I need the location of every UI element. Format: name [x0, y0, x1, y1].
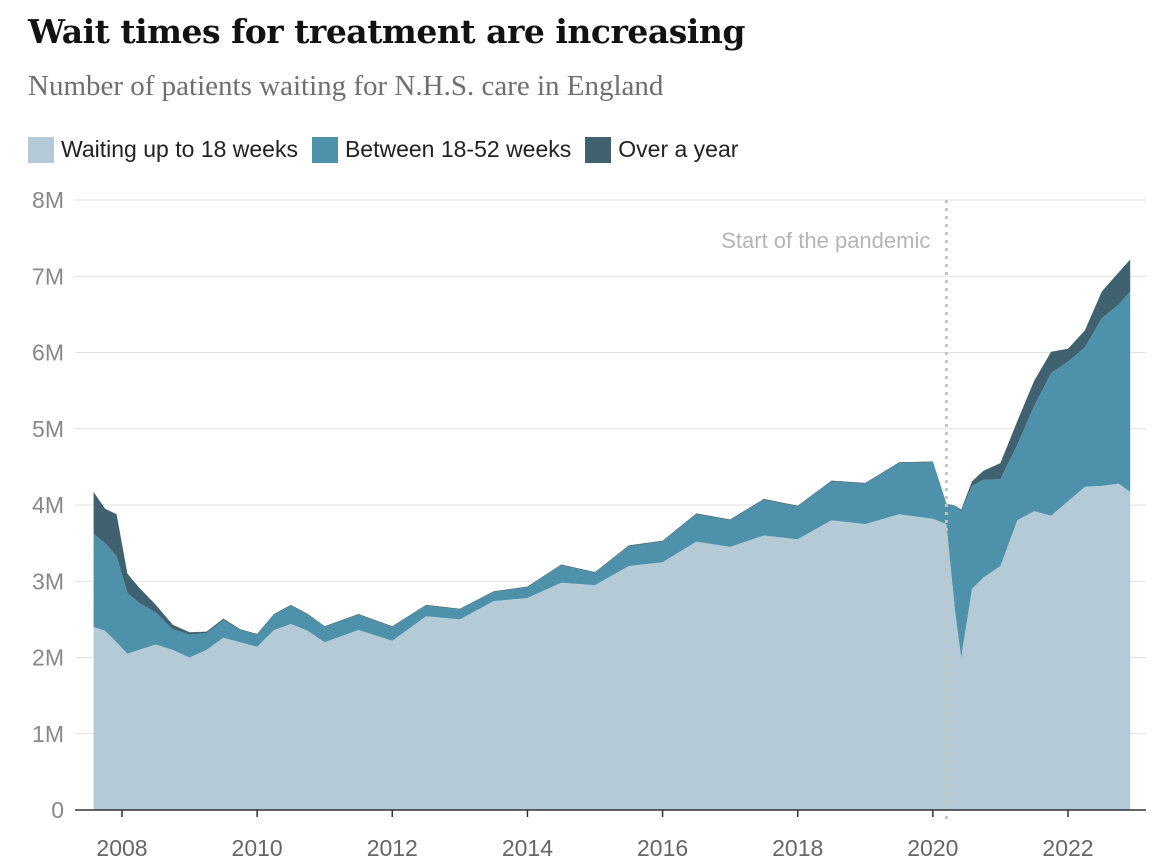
area-under-18-weeks — [93, 483, 1131, 810]
x-tick-label: 2010 — [232, 835, 283, 861]
x-tick-label: 2012 — [367, 835, 418, 861]
y-tick-label: 7M — [32, 263, 64, 289]
x-tick-label: 2016 — [637, 835, 688, 861]
chart-subtitle: Number of patients waiting for N.H.S. ca… — [28, 70, 664, 102]
y-tick-label: 5M — [32, 416, 64, 442]
y-tick-label: 1M — [32, 721, 64, 747]
x-tick-label: 2022 — [1042, 835, 1093, 861]
legend-label-under-18-weeks: Waiting up to 18 weeks — [61, 136, 298, 162]
area-18-52-weeks — [93, 291, 1131, 658]
legend-swatch-18-52-weeks — [311, 136, 338, 163]
chart-legend: Waiting up to 18 weeks Between 18-52 wee… — [28, 136, 752, 163]
y-tick-label: 3M — [32, 568, 64, 594]
y-tick-label: 2M — [32, 645, 64, 671]
legend-swatch-under-18-weeks — [28, 136, 54, 163]
legend-item-18-52-weeks: Between 18-52 weeks — [311, 136, 572, 163]
legend-item-over-a-year: Over a year — [585, 136, 738, 163]
y-tick-label: 4M — [32, 492, 64, 518]
x-tick-label: 2008 — [96, 835, 147, 861]
x-tick-label: 2020 — [907, 835, 958, 861]
y-tick-label: 8M — [32, 187, 64, 213]
legend-item-under-18-weeks: Waiting up to 18 weeks — [28, 136, 298, 163]
legend-label-over-a-year: Over a year — [618, 136, 739, 162]
legend-label-18-52-weeks: Between 18-52 weeks — [344, 136, 572, 162]
legend-swatch-over-a-year — [585, 136, 612, 163]
y-tick-label: 0 — [51, 797, 64, 823]
y-tick-label: 6M — [32, 340, 64, 366]
x-tick-label: 2014 — [502, 835, 553, 861]
x-tick-label: 2018 — [772, 835, 823, 861]
pandemic-annotation: Start of the pandemic — [721, 228, 930, 253]
chart-title: Wait times for treatment are increasing — [28, 12, 745, 51]
